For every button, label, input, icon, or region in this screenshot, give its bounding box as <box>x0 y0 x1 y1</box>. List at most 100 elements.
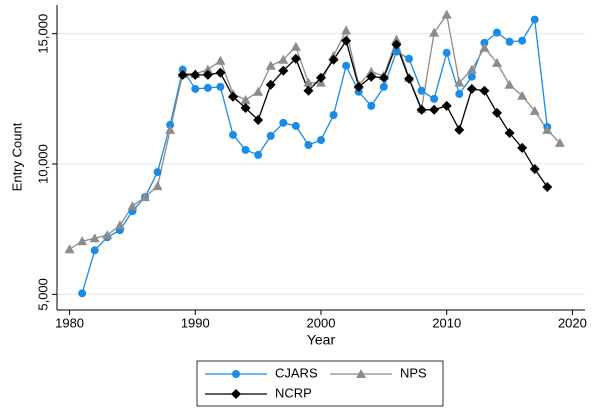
point <box>215 67 226 78</box>
point <box>430 94 439 103</box>
point <box>366 71 377 82</box>
point <box>202 69 213 80</box>
point <box>504 79 515 89</box>
legend-swatch-marker <box>231 389 241 399</box>
y-tick-label: 5,000 <box>35 278 50 311</box>
legend-box <box>196 360 444 407</box>
point <box>341 35 352 46</box>
point <box>417 86 426 95</box>
point <box>517 142 528 153</box>
point <box>304 140 313 149</box>
legend-swatch-marker <box>356 369 366 378</box>
point <box>190 69 201 80</box>
point <box>517 90 528 100</box>
point <box>329 111 338 120</box>
point <box>278 65 289 76</box>
point <box>254 150 263 159</box>
point <box>290 41 301 51</box>
point <box>429 27 440 37</box>
point <box>127 201 138 211</box>
point <box>303 85 314 96</box>
point <box>404 73 414 84</box>
point <box>466 83 477 94</box>
point <box>328 54 339 65</box>
point <box>455 89 464 98</box>
point <box>265 79 276 90</box>
point <box>152 181 163 191</box>
point <box>454 77 465 87</box>
legend-swatch-marker <box>232 370 240 378</box>
point <box>467 72 476 81</box>
point <box>493 28 501 37</box>
point <box>518 36 527 45</box>
point <box>290 53 301 64</box>
point <box>416 104 427 115</box>
point <box>165 124 176 134</box>
point <box>505 37 514 46</box>
point <box>177 69 188 80</box>
point <box>89 233 100 243</box>
series-line <box>182 39 548 188</box>
y-tick-label: 15,000 <box>35 14 50 54</box>
point <box>441 100 452 111</box>
point <box>279 118 288 127</box>
point <box>529 163 540 174</box>
point <box>429 104 440 115</box>
point <box>391 34 402 44</box>
point <box>102 230 113 240</box>
point <box>202 64 213 74</box>
point <box>530 15 539 24</box>
series-line <box>69 12 561 250</box>
y-tick-label: 10,000 <box>35 144 50 184</box>
point <box>77 236 88 246</box>
point <box>441 9 452 19</box>
point <box>240 102 251 113</box>
point <box>253 86 264 96</box>
point <box>405 54 413 63</box>
point <box>114 220 125 230</box>
point <box>504 127 515 138</box>
point <box>317 136 325 145</box>
point <box>241 145 250 154</box>
point <box>215 55 226 65</box>
point <box>140 192 150 202</box>
point <box>442 48 451 57</box>
point <box>240 94 251 104</box>
point <box>529 105 540 115</box>
point <box>392 47 401 56</box>
point <box>353 81 364 92</box>
point <box>479 85 490 96</box>
point <box>492 57 502 67</box>
x-tick-label: 1980 <box>55 315 84 330</box>
point <box>229 130 237 139</box>
legend-label: CJARS <box>275 365 318 380</box>
point <box>367 101 376 110</box>
point <box>342 61 351 70</box>
point <box>466 64 477 74</box>
point <box>378 72 389 83</box>
legend-label: NCRP <box>275 385 312 400</box>
point <box>291 121 300 130</box>
point <box>64 244 75 254</box>
x-tick-label: 2010 <box>432 315 461 330</box>
point <box>542 124 553 134</box>
point <box>366 66 377 76</box>
point <box>265 60 276 70</box>
point <box>542 181 553 192</box>
point <box>78 289 87 298</box>
point <box>391 39 402 50</box>
x-tick-label: 1990 <box>181 315 210 330</box>
x-tick-label: 2020 <box>558 315 587 330</box>
x-tick-label: 2000 <box>307 315 336 330</box>
point <box>266 131 275 140</box>
point <box>303 77 314 87</box>
point <box>153 168 162 177</box>
point <box>203 83 212 92</box>
point <box>191 84 200 93</box>
point <box>554 137 565 147</box>
point <box>379 82 388 91</box>
point <box>479 42 490 52</box>
point <box>278 54 289 64</box>
point <box>228 91 238 102</box>
